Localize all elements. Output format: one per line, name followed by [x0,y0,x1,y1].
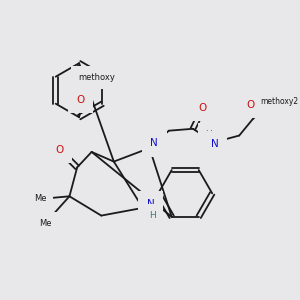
Text: O: O [76,95,84,105]
Text: methoxy: methoxy [78,73,115,82]
Text: methoxy2: methoxy2 [261,97,299,106]
Text: O: O [56,145,64,155]
Text: O: O [198,103,207,112]
Text: H: H [149,211,156,220]
Text: N: N [151,138,158,148]
Text: N: N [211,139,219,149]
Text: Me: Me [34,194,47,203]
Text: Me: Me [39,219,52,228]
Text: O: O [247,100,255,110]
Text: N: N [147,199,154,209]
Text: H: H [205,130,212,139]
